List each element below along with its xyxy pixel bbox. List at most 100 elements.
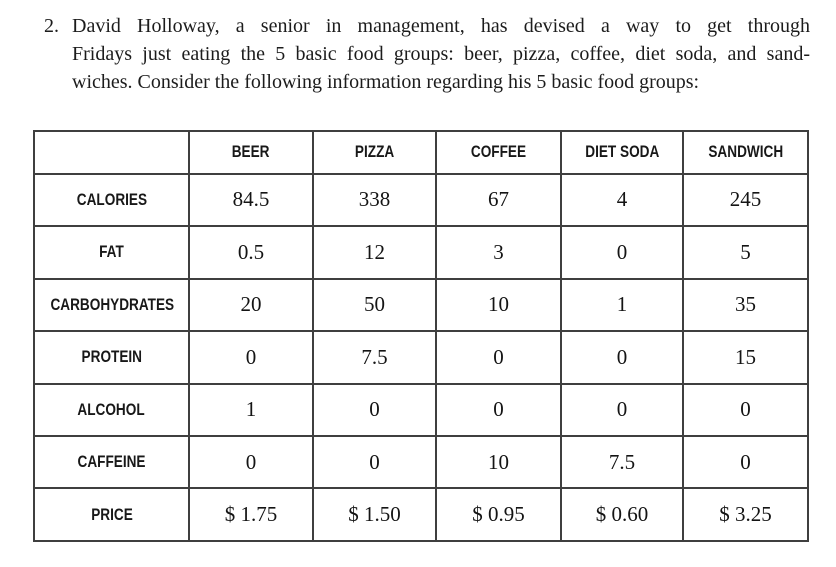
row-header-cell: PROTEIN: [33, 330, 190, 385]
table-cell: 0: [188, 434, 314, 490]
table-row-calories: CALORIES 84.5 338 67 4 245: [33, 172, 809, 228]
table-cell: 0: [188, 330, 314, 385]
table-cell: $ 1.50: [312, 487, 437, 542]
table-cell: 35: [682, 277, 809, 333]
problem-statement: 2. David Holloway, a senior in managemen…: [44, 12, 810, 96]
table-cell: $ 3.25: [682, 487, 809, 542]
cell-value: 0: [616, 344, 628, 369]
cell-value: 0: [369, 397, 380, 422]
cell-value: 338: [358, 187, 391, 212]
column-header-label: BEER: [232, 142, 270, 162]
table-cell: 7.5: [312, 330, 437, 385]
row-header-cell: ALCOHOL: [33, 382, 190, 438]
row-header-label: FAT: [99, 242, 124, 262]
table-cell: 10: [435, 434, 562, 490]
cell-value: 0: [493, 344, 504, 369]
cell-value: 7.5: [608, 449, 636, 474]
table-row-caffeine: CAFFEINE 0 0 10 7.5 0: [33, 434, 809, 490]
row-header-label: CALORIES: [76, 189, 147, 209]
table-cell: 0: [682, 382, 809, 438]
column-header-cell: COFFEE: [435, 130, 562, 175]
problem-number: 2.: [44, 15, 59, 37]
table-row-price: PRICE $ 1.75 $ 1.50 $ 0.95 $ 0.60 $ 3.25: [33, 487, 809, 542]
problem-text: David Holloway, a senior in management, …: [72, 12, 810, 96]
table-cell: $ 1.75: [188, 487, 314, 542]
cell-value: 1: [616, 292, 628, 317]
table-cell: 0: [435, 382, 562, 438]
row-header-cell: PRICE: [33, 487, 190, 542]
cell-value: 50: [364, 292, 385, 317]
table-row-alcohol: ALCOHOL 1 0 0 0 0: [33, 382, 809, 438]
column-header-cell: [33, 130, 190, 175]
table-cell: 7.5: [560, 434, 684, 490]
table-cell: 0: [682, 434, 809, 490]
cell-value: 84.5: [232, 187, 270, 212]
cell-value: 3: [493, 239, 504, 264]
row-header-label: PROTEIN: [81, 347, 142, 367]
column-header-label: SANDWICH: [708, 142, 783, 162]
column-header-label: DIET SODA: [584, 142, 660, 162]
column-header-cell: DIET SODA: [560, 130, 684, 175]
cell-value: 7.5: [361, 344, 388, 369]
cell-value: 0: [740, 397, 751, 422]
table-cell: 4: [560, 172, 684, 228]
column-header-cell: BEER: [188, 130, 314, 175]
row-header-cell: FAT: [33, 225, 190, 280]
table-cell: 5: [682, 225, 809, 280]
cell-value: $ 0.95: [472, 502, 525, 527]
cell-value: 1: [245, 397, 257, 422]
column-header-cell: PIZZA: [312, 130, 437, 175]
cell-value: 0: [493, 397, 504, 422]
table-cell: 12: [312, 225, 437, 280]
table-cell: 15: [682, 330, 809, 385]
column-header-label: COFFEE: [470, 142, 527, 162]
cell-value: 245: [729, 187, 762, 212]
table-cell: 67: [435, 172, 562, 228]
table-row-protein: PROTEIN 0 7.5 0 0 15: [33, 330, 809, 385]
table-cell: 1: [560, 277, 684, 333]
cell-value: $ 1.50: [348, 502, 401, 527]
row-header-label: CARBOHYDRATES: [50, 294, 175, 314]
cell-value: 20: [240, 292, 262, 317]
problem-text-line: David Holloway, a senior in management, …: [72, 15, 810, 37]
column-header-cell: SANDWICH: [682, 130, 809, 175]
table-cell: 0: [560, 382, 684, 438]
cell-value: 0: [369, 449, 380, 474]
row-header-label: CAFFEINE: [77, 452, 146, 472]
table-cell: 0.5: [188, 225, 314, 280]
table-cell: 1: [188, 382, 314, 438]
row-header-label: PRICE: [90, 504, 133, 524]
cell-value: 10: [488, 292, 509, 317]
table-cell: 10: [435, 277, 562, 333]
problem-text-line: Fridays just eating the 5 basic food gro…: [72, 43, 810, 65]
cell-value: 0.5: [237, 239, 265, 264]
cell-value: $ 1.75: [224, 502, 278, 527]
table-header-row: BEER PIZZA COFFEE DIET SODA SANDWICH: [33, 130, 809, 175]
cell-value: $ 0.60: [595, 502, 649, 527]
cell-value: 5: [740, 239, 751, 264]
column-header-label: PIZZA: [354, 142, 395, 162]
row-header-cell: CALORIES: [33, 172, 190, 228]
table-cell: 50: [312, 277, 437, 333]
row-header-cell: CARBOHYDRATES: [33, 277, 190, 333]
table-cell: 84.5: [188, 172, 314, 228]
cell-value: 0: [616, 239, 628, 264]
table-cell: 0: [435, 330, 562, 385]
food-groups-table: BEER PIZZA COFFEE DIET SODA SANDWICH CAL…: [33, 130, 809, 542]
table-row-fat: FAT 0.5 12 3 0 5: [33, 225, 809, 280]
cell-value: $ 3.25: [719, 502, 772, 527]
table-cell: 20: [188, 277, 314, 333]
cell-value: 15: [735, 344, 756, 369]
cell-value: 0: [245, 344, 257, 369]
problem-text-line: wiches. Consider the following informati…: [72, 71, 700, 93]
table-cell: 0: [312, 382, 437, 438]
table-cell: 0: [312, 434, 437, 490]
table-cell: 3: [435, 225, 562, 280]
cell-value: 4: [616, 187, 628, 212]
table-cell: $ 0.60: [560, 487, 684, 542]
table-cell: 0: [560, 330, 684, 385]
cell-value: 35: [735, 292, 756, 317]
row-header-cell: CAFFEINE: [33, 434, 190, 490]
table-cell: $ 0.95: [435, 487, 562, 542]
